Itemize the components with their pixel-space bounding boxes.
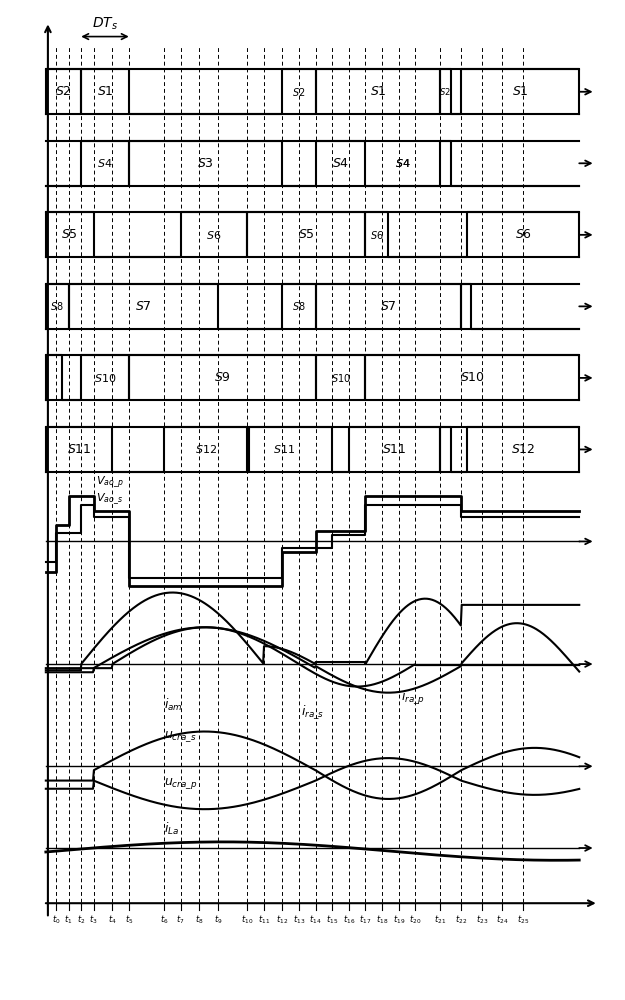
Text: $S9$: $S9$ <box>214 371 231 384</box>
Text: $t_{22}$: $t_{22}$ <box>455 913 467 926</box>
Text: $t_{24}$: $t_{24}$ <box>496 913 509 926</box>
Text: $t_{2}$: $t_{2}$ <box>77 913 86 926</box>
Text: $V_{ao\_p}$: $V_{ao\_p}$ <box>96 475 123 490</box>
Text: $S2$: $S2$ <box>292 86 306 98</box>
Text: $S4$: $S4$ <box>395 157 411 169</box>
Text: $S2$: $S2$ <box>55 85 72 98</box>
Text: $i_{am}$: $i_{am}$ <box>164 697 183 713</box>
Text: $S1$: $S1$ <box>369 85 386 98</box>
Text: $S1$: $S1$ <box>97 85 113 98</box>
Text: $S10$: $S10$ <box>331 372 351 384</box>
Text: $S10$: $S10$ <box>94 372 116 384</box>
Text: $S8$: $S8$ <box>51 300 64 312</box>
Text: $t_{23}$: $t_{23}$ <box>476 913 488 926</box>
Text: $t_{16}$: $t_{16}$ <box>342 913 355 926</box>
Text: $S8$: $S8$ <box>292 300 306 312</box>
Text: $S4$: $S4$ <box>98 157 112 169</box>
Text: $t_{12}$: $t_{12}$ <box>276 913 289 926</box>
Text: $t_{0}$: $t_{0}$ <box>52 913 61 926</box>
Text: $t_{25}$: $t_{25}$ <box>517 913 529 926</box>
Text: $S6$: $S6$ <box>514 228 532 241</box>
Text: $V_{ao\_s}$: $V_{ao\_s}$ <box>96 491 122 507</box>
Text: $S3$: $S3$ <box>198 157 214 170</box>
Text: $S11$: $S11$ <box>274 443 296 455</box>
Text: $t_{15}$: $t_{15}$ <box>326 913 338 926</box>
Text: $S4$: $S4$ <box>395 157 411 169</box>
Text: $S5$: $S5$ <box>298 228 315 241</box>
Text: $S6$: $S6$ <box>370 229 384 241</box>
Text: $t_{19}$: $t_{19}$ <box>392 913 405 926</box>
Text: $u_{cra\_p}$: $u_{cra\_p}$ <box>164 776 198 791</box>
Text: $t_{1}$: $t_{1}$ <box>64 913 73 926</box>
Text: $t_{7}$: $t_{7}$ <box>176 913 185 926</box>
Text: $t_{18}$: $t_{18}$ <box>376 913 388 926</box>
Text: $S6$: $S6$ <box>206 229 222 241</box>
Text: $S11$: $S11$ <box>67 443 91 456</box>
Text: $t_{3}$: $t_{3}$ <box>89 913 98 926</box>
Text: $i_{La}$: $i_{La}$ <box>164 821 179 837</box>
Text: $t_{10}$: $t_{10}$ <box>241 913 253 926</box>
Text: $S10$: $S10$ <box>460 371 485 384</box>
Text: $u_{cra\_s}$: $u_{cra\_s}$ <box>164 729 197 744</box>
Text: $t_{4}$: $t_{4}$ <box>108 913 117 926</box>
Text: $S4$: $S4$ <box>332 157 349 170</box>
Text: $t_{6}$: $t_{6}$ <box>160 913 168 926</box>
Text: $t_{9}$: $t_{9}$ <box>214 913 222 926</box>
Text: $t_{8}$: $t_{8}$ <box>195 913 204 926</box>
Text: $i_{ra\_s}$: $i_{ra\_s}$ <box>301 703 324 721</box>
Text: $i_{ra\_p}$: $i_{ra\_p}$ <box>401 689 425 707</box>
Text: $t_{11}$: $t_{11}$ <box>258 913 270 926</box>
Text: $S7$: $S7$ <box>380 300 397 313</box>
Text: $S5$: $S5$ <box>61 228 78 241</box>
Text: $S2$: $S2$ <box>439 86 451 97</box>
Text: $S11$: $S11$ <box>382 443 407 456</box>
Text: $S7$: $S7$ <box>135 300 152 313</box>
Text: $S12$: $S12$ <box>511 443 536 456</box>
Text: $DT_s$: $DT_s$ <box>92 16 118 32</box>
Text: $t_{21}$: $t_{21}$ <box>434 913 446 926</box>
Text: $t_{13}$: $t_{13}$ <box>293 913 305 926</box>
Text: $t_{20}$: $t_{20}$ <box>409 913 421 926</box>
Text: $t_{5}$: $t_{5}$ <box>124 913 133 926</box>
Text: $t_{17}$: $t_{17}$ <box>359 913 372 926</box>
Text: $t_{14}$: $t_{14}$ <box>309 913 322 926</box>
Text: $S1$: $S1$ <box>512 85 528 98</box>
Text: $S12$: $S12$ <box>194 443 217 455</box>
